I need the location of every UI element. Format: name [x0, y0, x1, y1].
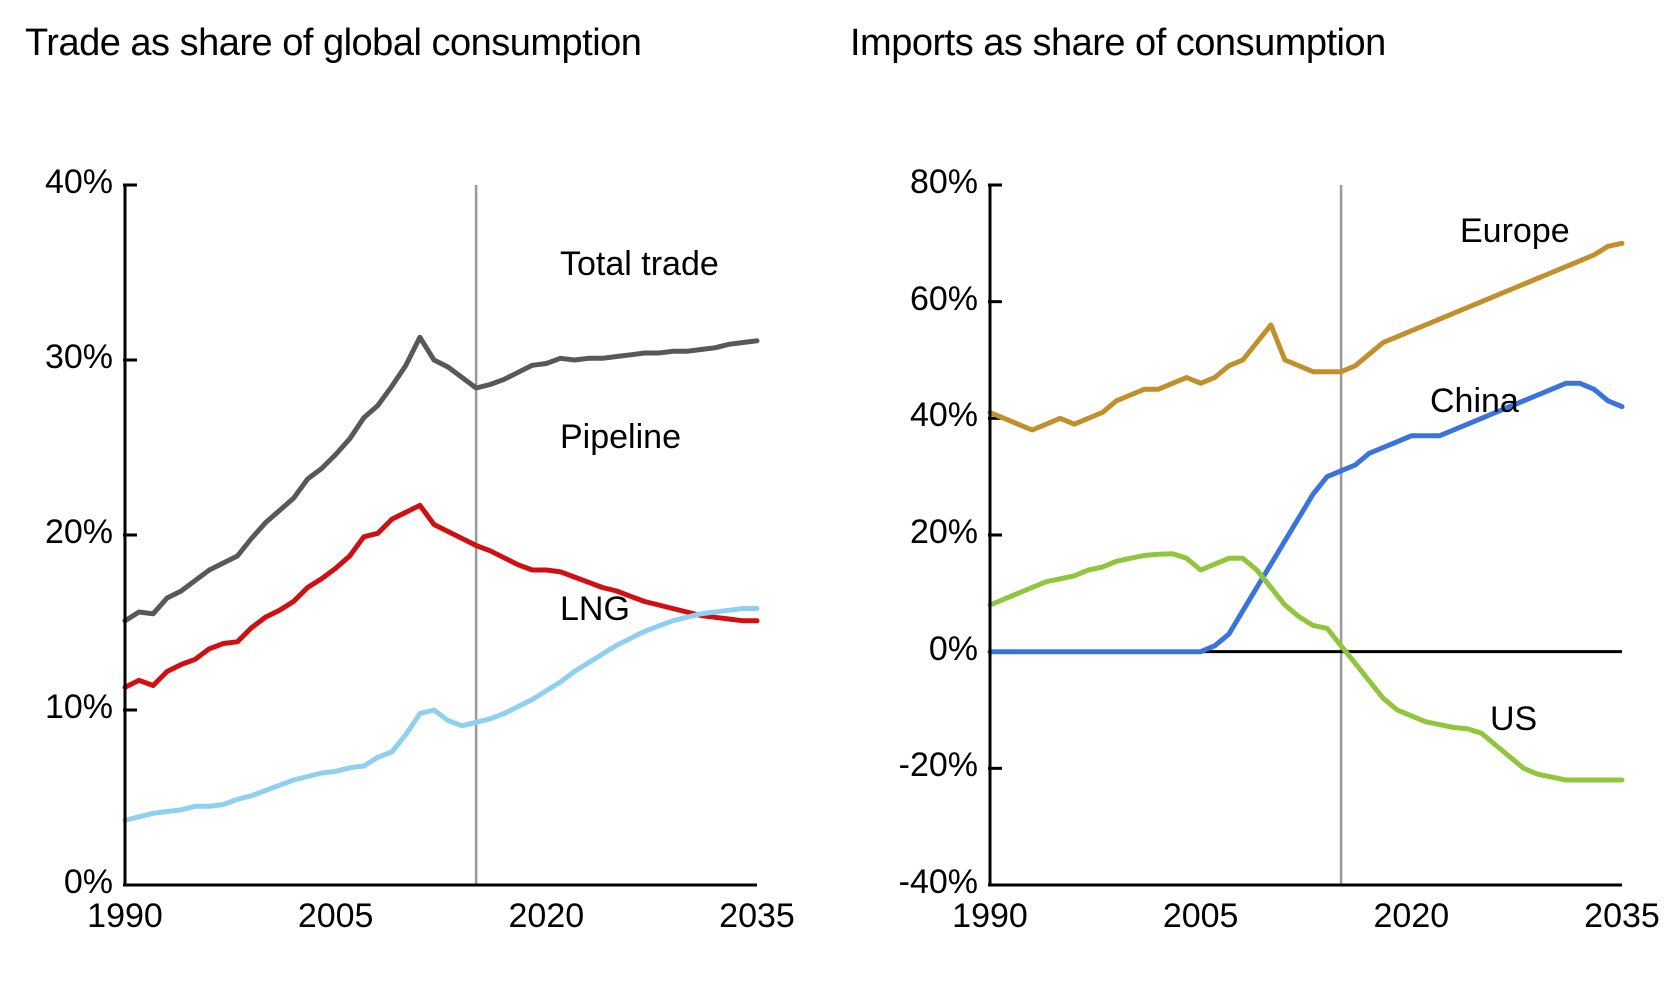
right-y-tick-label: 40% [910, 396, 978, 435]
chart-svg [0, 0, 1667, 997]
right-series-label-europe: Europe [1460, 212, 1570, 251]
left-series-label-pipeline: Pipeline [560, 418, 681, 457]
left-y-tick-label: 20% [45, 513, 113, 552]
right-y-tick-label: 60% [910, 280, 978, 319]
right-y-tick-label: -20% [899, 746, 978, 785]
right-y-tick-label: 20% [910, 513, 978, 552]
right-x-tick-label: 2005 [1156, 897, 1246, 936]
left-series-pipeline [125, 505, 757, 687]
left-x-tick-label: 1990 [80, 897, 170, 936]
right-x-tick-label: 2035 [1577, 897, 1667, 936]
right-y-tick-label: 0% [929, 630, 978, 669]
left-y-tick-label: 40% [45, 163, 113, 202]
right-series-label-us: US [1490, 700, 1537, 739]
right-series-china [990, 383, 1622, 651]
left-y-tick-label: 10% [45, 688, 113, 727]
left-chart-title: Trade as share of global consumption [25, 22, 641, 65]
left-x-tick-label: 2035 [712, 897, 802, 936]
right-series-us [990, 554, 1622, 780]
left-series-total-trade [125, 337, 757, 621]
right-chart-title: Imports as share of consumption [850, 22, 1386, 65]
left-series-label-lng: LNG [560, 590, 630, 629]
right-series-label-china: China [1430, 382, 1519, 421]
right-x-tick-label: 1990 [945, 897, 1035, 936]
left-x-tick-label: 2005 [291, 897, 381, 936]
left-x-tick-label: 2020 [501, 897, 591, 936]
left-series-label-total-trade: Total trade [560, 245, 719, 284]
right-y-tick-label: 80% [910, 163, 978, 202]
left-series-lng [125, 609, 757, 821]
left-y-tick-label: 30% [45, 338, 113, 377]
right-x-tick-label: 2020 [1366, 897, 1456, 936]
charts-container: Trade as share of global consumption Imp… [0, 0, 1667, 997]
